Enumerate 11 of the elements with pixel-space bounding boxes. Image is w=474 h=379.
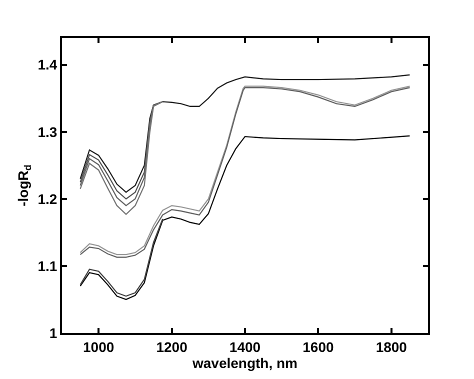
x-tick-label: 1000 <box>83 338 114 355</box>
y-tick-label: 1.4 <box>38 56 58 73</box>
y-tick-label: 1.3 <box>38 124 58 140</box>
y-tick-label: 1 <box>49 324 58 341</box>
x-tick-label: 1200 <box>156 338 188 355</box>
x-axis-title: wavelength, nm <box>191 354 298 371</box>
y-tick-label: 1.1 <box>38 258 58 274</box>
y-tick-label: 1.2 <box>38 190 58 207</box>
x-tick-label: 1600 <box>302 338 334 355</box>
x-tick-label: 1800 <box>376 338 408 355</box>
x-tick-label: 1400 <box>229 338 261 355</box>
